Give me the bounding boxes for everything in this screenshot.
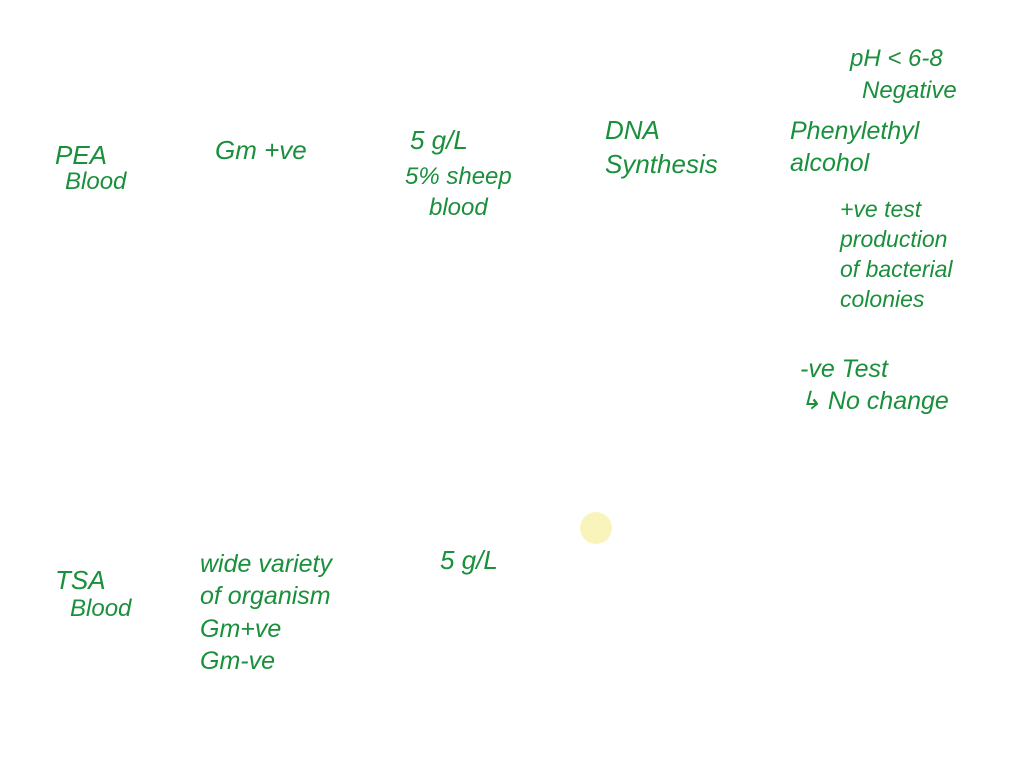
text-dna-synthesis: DNA Synthesis (605, 115, 718, 179)
positive-test-label: +ve test production of bacterial colonie… (840, 165, 953, 314)
text-pea-blood: Blood (65, 168, 126, 195)
cursor-indicator (580, 512, 612, 544)
text-sheep-blood: 5% sheep blood (405, 163, 512, 221)
pea-blood-label: Blood (65, 135, 126, 197)
negative-test-label: -ve Test ↳ No change (800, 320, 949, 418)
text-concentration-2: 5 g/L (440, 545, 498, 575)
tsa-blood-label: Blood (70, 562, 131, 624)
concentration-2-label: 5 g/L (440, 510, 498, 578)
text-positive-test: +ve test production of bacterial colonie… (840, 196, 953, 312)
text-gm-positive: Gm +ve (215, 135, 307, 165)
dna-synthesis-label: DNA Synthesis (605, 80, 718, 181)
text-wide-variety: wide variety of organism Gm+ve Gm-ve (200, 550, 332, 676)
wide-variety-label: wide variety of organism Gm+ve Gm-ve (200, 515, 332, 678)
text-negative-test: -ve Test ↳ No change (800, 355, 949, 416)
text-tsa-blood: Blood (70, 595, 131, 622)
gm-positive-label: Gm +ve (215, 100, 307, 168)
sheep-blood-label: 5% sheep blood (405, 130, 512, 224)
